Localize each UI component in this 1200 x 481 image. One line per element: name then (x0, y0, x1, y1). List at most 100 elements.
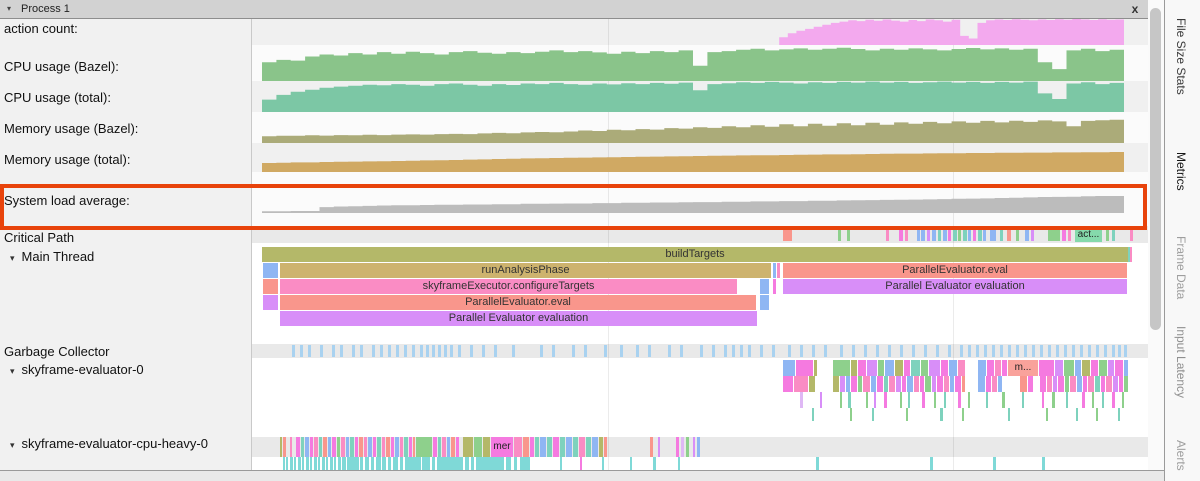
trace-slice[interactable] (783, 376, 793, 392)
trace-slice[interactable] (978, 376, 985, 392)
gc-tick[interactable] (740, 345, 743, 357)
trace-slice[interactable] (432, 457, 435, 470)
trace-slice[interactable] (409, 437, 412, 457)
gc-tick[interactable] (824, 345, 827, 357)
trace-slice[interactable] (602, 457, 604, 470)
trace-slice[interactable] (1112, 392, 1115, 408)
trace-slice[interactable] (995, 360, 1001, 376)
gc-tick[interactable] (604, 345, 607, 357)
trace-slice[interactable] (377, 437, 381, 457)
gc-tick[interactable] (1024, 345, 1027, 357)
trace-slice[interactable] (438, 437, 441, 457)
trace-slice[interactable] (812, 408, 814, 421)
trace-slice[interactable] (523, 437, 529, 457)
trace-slice[interactable] (579, 437, 585, 457)
gc-tick[interactable] (388, 345, 391, 357)
trace-slice[interactable] (1119, 376, 1123, 392)
trace-slice[interactable] (800, 392, 803, 408)
trace-slice[interactable] (338, 457, 341, 470)
gc-tick[interactable] (968, 345, 971, 357)
track-label-skyframe-evaluator-cpu-heavy-0[interactable]: ▾ skyframe-evaluator-cpu-heavy-0 (10, 436, 208, 451)
trace-slice[interactable] (958, 392, 961, 408)
trace-slice[interactable] (391, 437, 394, 457)
trace-slice[interactable] (346, 437, 349, 457)
trace-slice[interactable] (900, 392, 902, 408)
flame-slice[interactable]: ParallelEvaluator.eval (280, 295, 756, 310)
trace-slice[interactable] (1108, 360, 1114, 376)
gc-tick[interactable] (292, 345, 295, 357)
trace-slice[interactable] (1092, 392, 1094, 408)
trace-slice[interactable] (393, 457, 398, 470)
gc-tick[interactable] (396, 345, 399, 357)
trace-slice[interactable] (653, 457, 656, 470)
gc-tick[interactable] (1016, 345, 1019, 357)
counter-chart-cpu-usage-total-[interactable] (262, 81, 1124, 112)
flame-slice[interactable] (1128, 247, 1130, 262)
gc-tick[interactable] (1072, 345, 1075, 357)
gc-tick[interactable] (960, 345, 963, 357)
trace-slice[interactable] (968, 392, 970, 408)
gc-tick[interactable] (470, 345, 473, 357)
expand-arrow-icon[interactable]: ▾ (10, 440, 15, 450)
critical-path-tick[interactable] (921, 228, 925, 241)
track-label-main-thread[interactable]: ▾ Main Thread (10, 249, 94, 264)
trace-slice[interactable] (520, 457, 530, 470)
track-label-skyframe-evaluator-0[interactable]: ▾ skyframe-evaluator-0 (10, 362, 144, 377)
trace-slice[interactable] (373, 437, 376, 457)
sidebar-tab-frame-data[interactable]: Frame Data (1174, 236, 1188, 300)
trace-slice[interactable] (1096, 408, 1098, 421)
trace-slice[interactable] (1091, 360, 1098, 376)
trace-slice[interactable] (914, 376, 919, 392)
trace-slice[interactable] (1075, 360, 1081, 376)
trace-slice-labelled[interactable]: m... (1008, 360, 1038, 376)
trace-slice[interactable] (1020, 376, 1027, 392)
trace-slice[interactable] (310, 437, 313, 457)
trace-slice[interactable] (388, 457, 391, 470)
trace-slice[interactable] (586, 437, 591, 457)
trace-slice[interactable] (404, 437, 408, 457)
gc-tick[interactable] (700, 345, 703, 357)
trace-slice[interactable] (592, 437, 598, 457)
trace-slice[interactable] (360, 457, 363, 470)
trace-slice[interactable] (1052, 392, 1055, 408)
critical-path-tick[interactable] (953, 228, 957, 241)
flame-slice[interactable] (773, 263, 776, 278)
trace-slice[interactable] (580, 457, 582, 470)
collapse-arrow-icon[interactable]: ▾ (7, 4, 12, 13)
trace-slice[interactable] (365, 457, 369, 470)
critical-path-tick[interactable] (978, 228, 982, 241)
trace-slice[interactable] (319, 437, 322, 457)
trace-slice[interactable] (514, 437, 522, 457)
critical-path-tick[interactable] (905, 228, 908, 241)
trace-slice[interactable] (1042, 457, 1045, 470)
expand-arrow-icon[interactable]: ▾ (10, 253, 15, 263)
trace-slice[interactable] (290, 437, 292, 457)
gc-tick[interactable] (1112, 345, 1115, 357)
trace-slice[interactable] (920, 376, 924, 392)
gc-tick[interactable] (372, 345, 375, 357)
trace-slice[interactable] (465, 457, 469, 470)
gc-tick[interactable] (1048, 345, 1051, 357)
trace-slice[interactable] (911, 360, 920, 376)
trace-slice[interactable] (530, 437, 534, 457)
trace-slice[interactable] (573, 437, 578, 457)
trace-slice[interactable] (1113, 376, 1118, 392)
critical-path-tick[interactable] (899, 228, 903, 241)
gc-tick[interactable] (852, 345, 855, 357)
gc-tick[interactable] (404, 345, 407, 357)
critical-path-tick[interactable] (958, 228, 961, 241)
trace-slice[interactable] (922, 392, 925, 408)
trace-slice[interactable] (846, 376, 850, 392)
flame-slice[interactable]: buildTargets (262, 247, 1128, 262)
critical-path-tick[interactable] (1031, 228, 1034, 241)
trace-slice[interactable] (350, 437, 354, 457)
trace-slice[interactable] (334, 457, 336, 470)
trace-slice[interactable] (283, 437, 286, 457)
flame-slice[interactable] (263, 279, 278, 294)
trace-slice[interactable] (878, 360, 884, 376)
trace-slice[interactable] (986, 392, 988, 408)
trace-slice[interactable] (347, 457, 359, 470)
trace-slice[interactable] (553, 437, 559, 457)
gc-tick[interactable] (1000, 345, 1003, 357)
trace-slice[interactable] (796, 360, 813, 376)
